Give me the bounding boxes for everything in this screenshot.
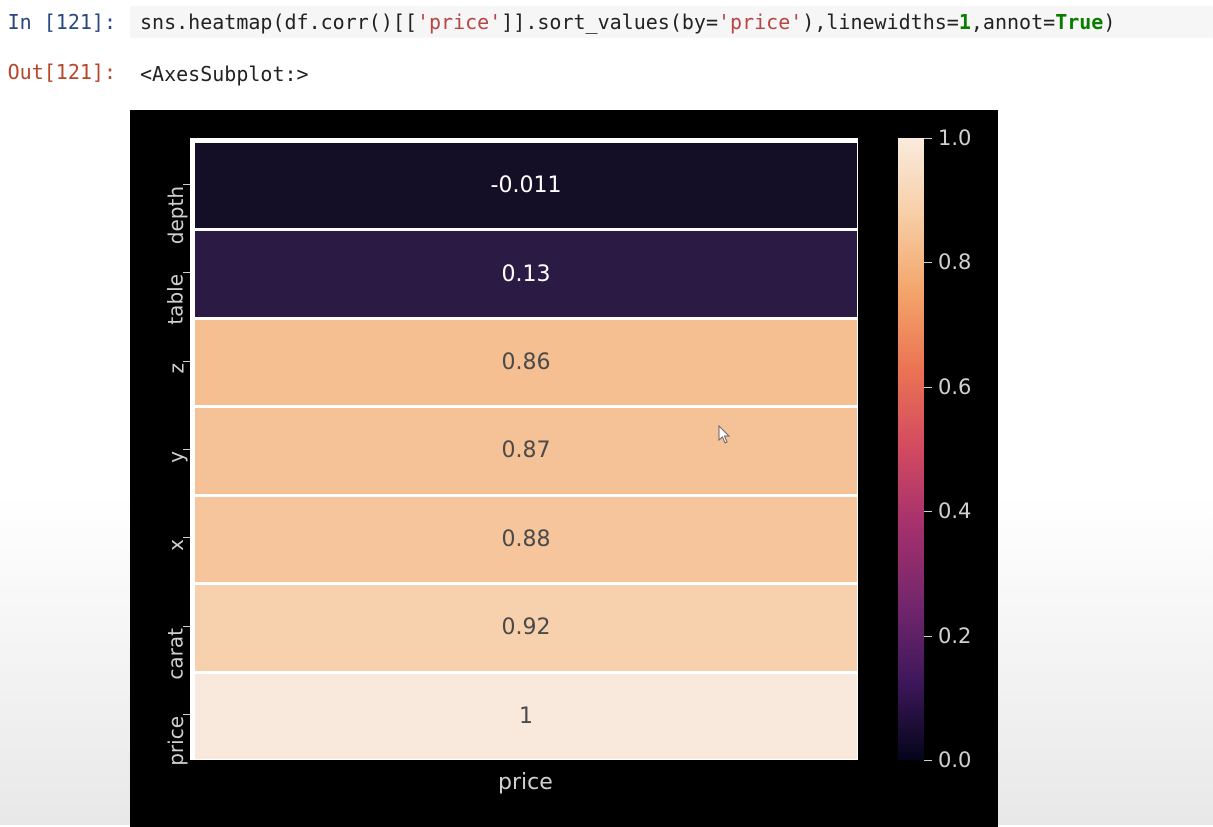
y-tick-mark [183,626,190,627]
input-cell-row: In [121]: sns.heatmap(df.corr()[['price'… [0,6,1213,38]
code-token: 1 [959,10,971,34]
heatmap-cell-value: 1 [519,704,533,729]
y-tick-mark [183,714,190,715]
y-tick-label: y [164,451,188,463]
colorbar-tick [924,636,932,637]
heatmap-cell-value: 0.92 [502,615,551,640]
y-tick-mark [183,361,190,362]
code-token: ) [1103,10,1115,34]
heatmap-cell-value: 0.88 [502,527,551,552]
heatmap-cell: 0.86 [195,320,857,405]
code-cell[interactable]: sns.heatmap(df.corr()[['price']].sort_va… [130,6,1213,38]
input-prompt: In [121]: [0,6,130,38]
output-prompt: Out[121]: [0,56,130,88]
heatmap-figure: -0.011 0.13 0.86 0.87 0.88 0.92 1 depth table z y x… [130,110,998,827]
heatmap-cell-value: 0.87 [502,438,551,463]
output-cell-row: Out[121]: <AxesSubplot:> [0,56,1213,92]
x-axis-label: price [498,770,553,795]
heatmap-cell-value: -0.011 [491,173,562,198]
code-token: 'price' [718,10,802,34]
code-token: 'price' [417,10,501,34]
heatmap-cell-value: 0.13 [502,262,551,287]
colorbar-tick-label: 0.8 [938,250,971,274]
y-tick-label: depth [164,186,188,244]
colorbar: 0.00.20.40.60.81.0 [898,138,924,760]
heatmap-cell: 0.88 [195,497,857,582]
colorbar-tick [924,262,932,263]
code-token: ]].sort_values(by= [501,10,718,34]
output-text: <AxesSubplot:> [130,56,1213,92]
y-tick-mark [183,449,190,450]
code-token: sns.heatmap(df.corr()[[ [140,10,417,34]
heatmap-cell: 0.92 [195,585,857,670]
y-tick-label: price [164,716,188,766]
y-tick-mark [183,272,190,273]
colorbar-tick-label: 0.6 [938,375,971,399]
colorbar-tick-label: 0.0 [938,748,971,772]
colorbar-tick [924,387,932,388]
code-token: True [1055,10,1103,34]
figure-output: -0.011 0.13 0.86 0.87 0.88 0.92 1 depth table z y x… [130,110,1213,827]
heatmap-cell-value: 0.86 [502,350,551,375]
y-tick-label: z [164,363,188,374]
heatmap-plot-area: -0.011 0.13 0.86 0.87 0.88 0.92 1 [190,138,858,760]
colorbar-tick [924,138,932,139]
heatmap-cell: -0.011 [195,143,857,228]
y-tick-mark [183,184,190,185]
heatmap-cell: 0.87 [195,408,857,493]
colorbar-tick-label: 1.0 [938,126,971,150]
heatmap-cell: 0.13 [195,231,857,316]
colorbar-tick [924,511,932,512]
colorbar-tick-label: 0.2 [938,624,971,648]
y-tick-label: x [164,539,188,551]
colorbar-tick [924,760,932,761]
heatmap-cell: 1 [195,674,857,759]
colorbar-tick-label: 0.4 [938,499,971,523]
y-tick-label: carat [164,628,188,680]
colorbar-gradient [898,138,924,760]
code-token: ),linewidths= [802,10,959,34]
code-token: ,annot= [971,10,1055,34]
y-tick-label: table [164,274,188,325]
y-tick-mark [183,537,190,538]
notebook: In [121]: sns.heatmap(df.corr()[['price'… [0,0,1213,827]
